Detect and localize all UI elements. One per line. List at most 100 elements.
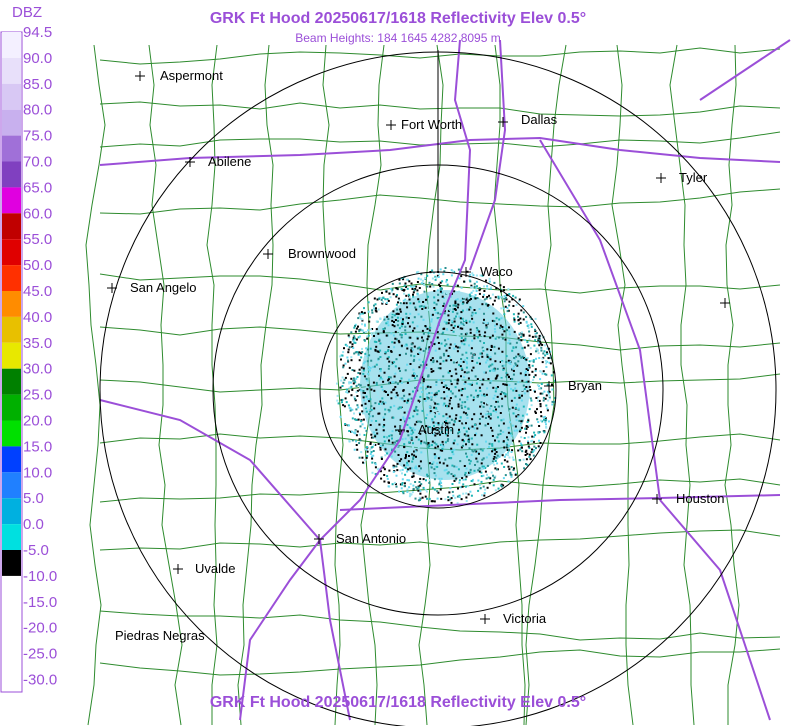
echo-pixel	[494, 330, 497, 333]
city-markers	[107, 71, 730, 624]
echo-pixel	[510, 387, 513, 390]
echo-pixel	[437, 429, 440, 432]
echo-pixel	[425, 420, 428, 422]
echo-pixel	[491, 444, 494, 447]
echo-pixel	[404, 333, 407, 335]
echo-pixel	[494, 390, 497, 393]
echo-pixel	[509, 471, 512, 474]
echo-pixel	[449, 397, 452, 399]
echo-pixel	[395, 440, 398, 443]
echo-pixel	[502, 484, 505, 487]
echo-pixel	[439, 268, 442, 271]
echo-pixel	[425, 363, 428, 366]
echo-pixel	[522, 384, 525, 387]
echo-pixel	[367, 329, 370, 332]
echo-pixel	[434, 364, 437, 367]
echo-pixel	[483, 293, 485, 296]
echo-pixel	[515, 403, 518, 406]
echo-pixel	[446, 425, 449, 428]
echo-pixel	[404, 437, 407, 440]
echo-pixel	[546, 390, 549, 393]
echo-pixel	[554, 379, 557, 382]
echo-pixel	[462, 360, 465, 363]
echo-pixel	[434, 400, 437, 403]
echo-pixel	[427, 426, 430, 429]
echo-pixel	[383, 371, 386, 374]
echo-pixel	[454, 417, 457, 420]
echo-pixel	[365, 377, 368, 380]
echo-pixel	[502, 477, 505, 480]
echo-pixel	[519, 321, 522, 324]
echo-pixel	[374, 435, 377, 438]
echo-pixel	[536, 408, 538, 411]
echo-pixel	[406, 451, 409, 454]
echo-pixel	[384, 298, 387, 301]
echo-pixel	[460, 340, 463, 343]
echo-pixel	[401, 338, 404, 341]
echo-pixel	[373, 443, 375, 446]
echo-pixel	[508, 339, 511, 342]
echo-pixel	[399, 331, 402, 334]
echo-pixel	[505, 355, 508, 358]
county-line	[669, 44, 695, 726]
echo-pixel	[548, 390, 551, 393]
echo-pixel	[398, 282, 401, 285]
echo-pixel	[472, 289, 475, 292]
echo-pixel	[389, 434, 392, 436]
echo-pixel	[426, 413, 429, 416]
echo-pixel	[408, 479, 410, 482]
echo-pixel	[354, 429, 357, 432]
echo-pixel	[354, 351, 357, 354]
echo-pixel	[408, 418, 411, 421]
echo-pixel	[538, 337, 541, 340]
echo-pixel	[546, 409, 549, 412]
echo-pixel	[427, 446, 430, 449]
county-line	[611, 44, 634, 726]
echo-pixel	[448, 302, 451, 305]
echo-pixel	[518, 300, 521, 303]
echo-pixel	[442, 462, 445, 465]
echo-pixel	[514, 362, 517, 365]
echo-pixel	[469, 471, 472, 474]
echo-pixel	[477, 384, 480, 387]
county-line	[724, 44, 740, 725]
echo-pixel	[386, 417, 389, 420]
echo-pixel	[436, 432, 439, 435]
echo-pixel	[414, 386, 417, 389]
echo-pixel	[483, 371, 486, 374]
echo-pixel	[515, 363, 518, 366]
echo-pixel	[537, 352, 540, 355]
echo-pixel	[384, 448, 387, 451]
echo-pixel	[362, 312, 365, 315]
echo-pixel	[485, 318, 488, 321]
echo-pixel	[502, 327, 505, 330]
echo-pixel	[510, 451, 513, 453]
echo-pixel	[526, 452, 529, 455]
echo-pixel	[347, 334, 350, 337]
echo-pixel	[386, 315, 389, 318]
echo-pixel	[461, 342, 464, 345]
echo-pixel	[423, 468, 426, 470]
echo-pixel	[466, 398, 469, 401]
echo-pixel	[383, 468, 386, 471]
echo-pixel	[469, 460, 472, 463]
echo-pixel	[453, 380, 455, 383]
echo-pixel	[465, 316, 468, 319]
echo-pixel	[434, 278, 437, 281]
echo-pixel	[445, 279, 448, 281]
echo-pixel	[440, 342, 443, 345]
echo-pixel	[545, 418, 548, 421]
echo-pixel	[489, 395, 491, 398]
echo-pixel	[389, 362, 392, 365]
city-marker	[173, 564, 183, 574]
echo-pixel	[446, 328, 448, 331]
echo-pixel	[421, 352, 424, 355]
echo-pixel	[397, 320, 400, 322]
echo-pixel	[479, 426, 482, 429]
echo-pixel	[465, 298, 468, 301]
echo-pixel	[424, 457, 427, 460]
echo-pixel	[438, 477, 441, 480]
echo-pixel	[522, 318, 525, 321]
echo-pixel	[469, 442, 472, 445]
echo-pixel	[532, 454, 535, 457]
